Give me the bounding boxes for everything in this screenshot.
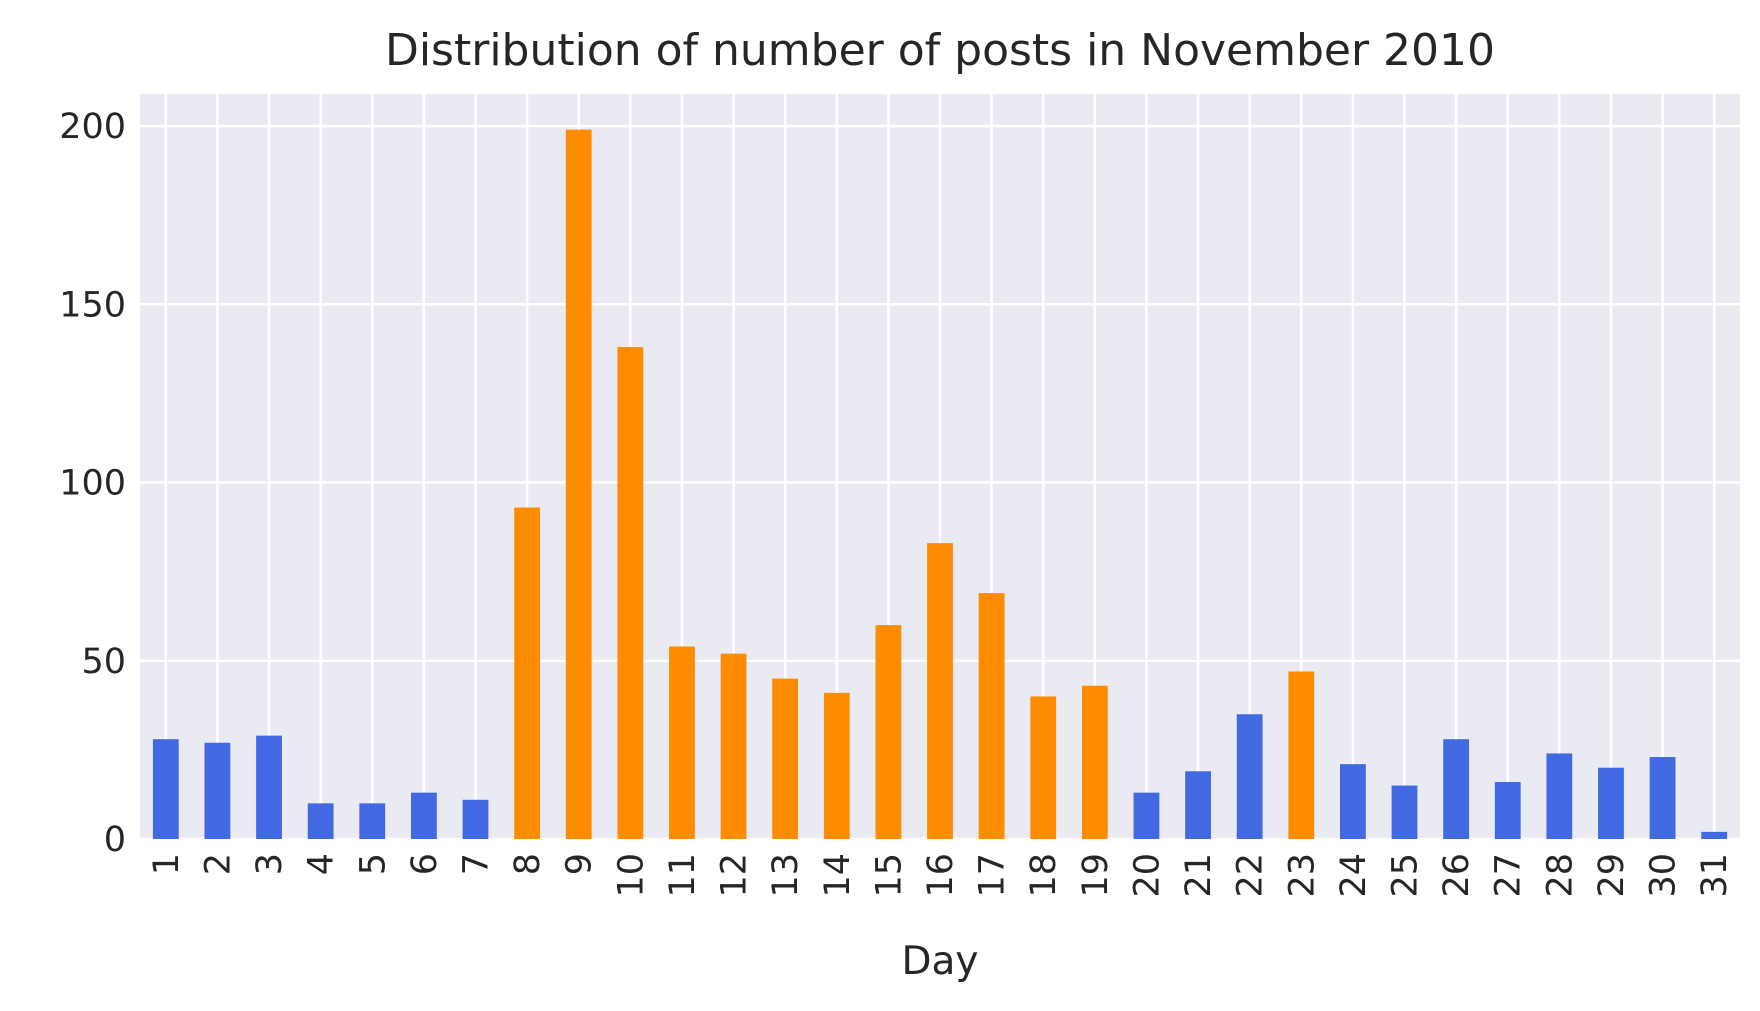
bar-day-9 bbox=[565, 129, 592, 839]
bar-day-18 bbox=[1030, 696, 1057, 839]
bar-day-12 bbox=[720, 653, 747, 839]
x-tick-label: 2 bbox=[198, 853, 238, 875]
bar-day-14 bbox=[823, 692, 850, 839]
x-tick-label: 18 bbox=[1024, 853, 1064, 898]
x-tick-label: 26 bbox=[1437, 853, 1477, 898]
x-tick-label: 29 bbox=[1592, 853, 1632, 898]
x-tick-label: 4 bbox=[302, 853, 342, 875]
x-axis-label: Day bbox=[901, 939, 978, 984]
bar-day-24 bbox=[1340, 764, 1366, 839]
bar-day-22 bbox=[1236, 714, 1263, 839]
x-tick-label: 13 bbox=[766, 853, 806, 898]
x-tick-label: 31 bbox=[1695, 853, 1735, 898]
y-tick-label: 0 bbox=[104, 820, 126, 860]
x-tick-label: 14 bbox=[818, 853, 858, 898]
x-tick-label: 20 bbox=[1127, 853, 1167, 898]
bar-day-20 bbox=[1133, 792, 1160, 839]
bar-day-28 bbox=[1546, 753, 1573, 839]
bar-day-27 bbox=[1494, 781, 1521, 839]
bar-day-11 bbox=[669, 646, 695, 839]
x-tick-label: 11 bbox=[663, 853, 703, 898]
bars bbox=[152, 129, 1728, 839]
bar-day-21 bbox=[1185, 771, 1211, 839]
bar-day-1 bbox=[152, 739, 179, 839]
bar-day-3 bbox=[256, 735, 282, 839]
x-tick-label: 10 bbox=[611, 853, 651, 898]
x-tick-label: 17 bbox=[973, 853, 1013, 898]
bar-day-5 bbox=[359, 803, 386, 839]
x-tick-label: 22 bbox=[1231, 853, 1271, 898]
bar-day-6 bbox=[410, 792, 437, 839]
x-tick-label: 25 bbox=[1386, 853, 1426, 898]
bar-day-23 bbox=[1288, 671, 1315, 839]
x-tick-label: 9 bbox=[560, 853, 600, 875]
x-tick-label: 27 bbox=[1489, 853, 1529, 898]
x-tick-label: 5 bbox=[353, 853, 393, 875]
bar-day-19 bbox=[1081, 685, 1108, 839]
bar-day-2 bbox=[204, 742, 231, 839]
bar-day-16 bbox=[927, 543, 953, 839]
x-tick-label: 15 bbox=[869, 853, 909, 898]
bar-day-15 bbox=[875, 625, 902, 839]
x-tick-label: 1 bbox=[147, 853, 187, 875]
x-tick-label: 28 bbox=[1540, 853, 1580, 898]
x-tick-label: 7 bbox=[456, 853, 496, 875]
y-tick-label: 200 bbox=[59, 107, 126, 147]
y-tick-label: 150 bbox=[59, 285, 126, 325]
bar-day-26 bbox=[1443, 739, 1470, 839]
x-tick-label: 8 bbox=[508, 853, 548, 875]
x-tick-label: 30 bbox=[1644, 853, 1684, 898]
bar-day-4 bbox=[307, 803, 334, 839]
x-axis-ticks: 1 2 3 4 5 6 7 8 9 10 11 12 13 14 15 16 17 18 19 20 21 22 23 24 2… bbox=[147, 853, 1735, 898]
x-tick-label: 16 bbox=[921, 853, 961, 898]
bar-day-29 bbox=[1598, 767, 1624, 839]
bar-day-17 bbox=[978, 593, 1005, 839]
y-axis-ticks: 0 50 100 150 200 bbox=[59, 107, 126, 860]
x-tick-label: 3 bbox=[250, 853, 290, 875]
x-tick-label: 23 bbox=[1282, 853, 1322, 898]
chart-title: Distribution of number of posts in Novem… bbox=[385, 25, 1495, 76]
x-tick-label: 21 bbox=[1179, 853, 1219, 898]
x-tick-label: 19 bbox=[1076, 853, 1116, 898]
bar-day-7 bbox=[462, 799, 489, 839]
x-tick-label: 12 bbox=[715, 853, 755, 898]
bar-day-13 bbox=[772, 678, 799, 839]
bar-day-8 bbox=[514, 507, 540, 839]
bar-day-31 bbox=[1701, 831, 1728, 839]
bar-day-25 bbox=[1391, 785, 1418, 839]
x-tick-label: 24 bbox=[1334, 853, 1374, 898]
bar-day-10 bbox=[617, 347, 644, 839]
bar-day-30 bbox=[1649, 757, 1676, 839]
y-tick-label: 50 bbox=[81, 642, 126, 682]
y-tick-label: 100 bbox=[59, 464, 126, 504]
x-tick-label: 6 bbox=[405, 853, 445, 875]
